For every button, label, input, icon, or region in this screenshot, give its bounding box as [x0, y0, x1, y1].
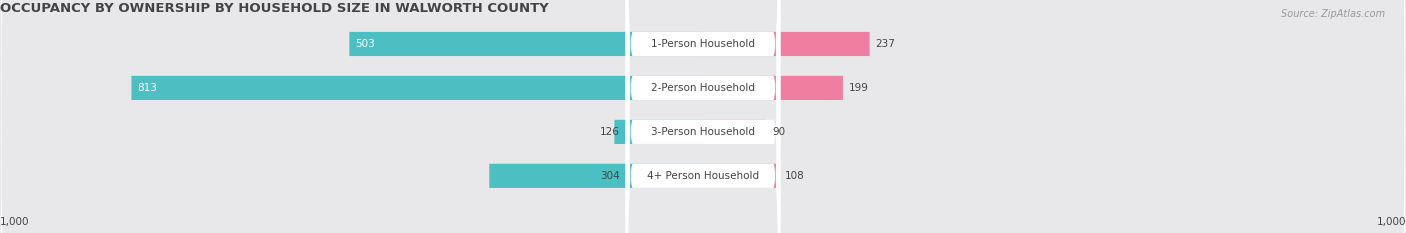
Text: 237: 237: [875, 39, 896, 49]
Text: 3-Person Household: 3-Person Household: [651, 127, 755, 137]
Text: Source: ZipAtlas.com: Source: ZipAtlas.com: [1281, 9, 1385, 19]
Text: 1-Person Household: 1-Person Household: [651, 39, 755, 49]
FancyBboxPatch shape: [626, 0, 780, 233]
FancyBboxPatch shape: [703, 32, 869, 56]
Text: 1,000: 1,000: [1376, 217, 1406, 227]
FancyBboxPatch shape: [626, 0, 780, 233]
Text: 108: 108: [785, 171, 804, 181]
Text: 199: 199: [849, 83, 869, 93]
Text: 90: 90: [772, 127, 785, 137]
Text: 503: 503: [354, 39, 375, 49]
FancyBboxPatch shape: [626, 0, 780, 233]
Text: 813: 813: [136, 83, 157, 93]
Text: 4+ Person Household: 4+ Person Household: [647, 171, 759, 181]
FancyBboxPatch shape: [349, 32, 703, 56]
FancyBboxPatch shape: [489, 164, 703, 188]
FancyBboxPatch shape: [614, 120, 703, 144]
FancyBboxPatch shape: [703, 76, 844, 100]
FancyBboxPatch shape: [703, 164, 779, 188]
FancyBboxPatch shape: [703, 120, 766, 144]
Text: OCCUPANCY BY OWNERSHIP BY HOUSEHOLD SIZE IN WALWORTH COUNTY: OCCUPANCY BY OWNERSHIP BY HOUSEHOLD SIZE…: [0, 2, 548, 15]
Text: 2-Person Household: 2-Person Household: [651, 83, 755, 93]
Text: 126: 126: [600, 127, 620, 137]
FancyBboxPatch shape: [131, 76, 703, 100]
FancyBboxPatch shape: [626, 0, 780, 233]
Text: 1,000: 1,000: [0, 217, 30, 227]
Text: 304: 304: [600, 171, 620, 181]
